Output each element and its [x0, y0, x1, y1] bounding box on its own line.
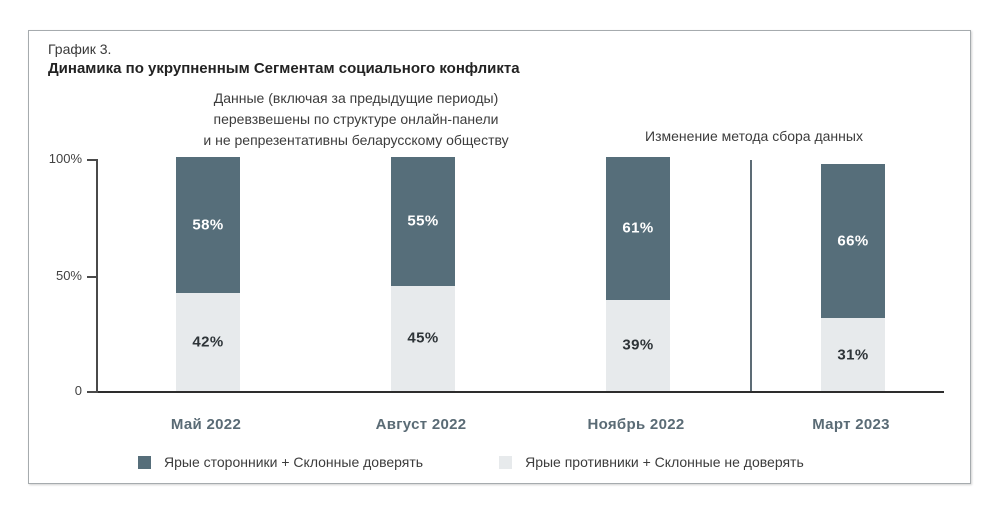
bar-segment: 55%	[391, 157, 455, 286]
method-change-note: Изменение метода сбора данных	[645, 128, 863, 144]
bar-segment: 31%	[821, 318, 885, 391]
legend-swatch	[499, 455, 513, 469]
bar-segment: 61%	[606, 157, 670, 300]
y-tick-mark	[87, 276, 98, 278]
weighting-note-line: Данные (включая за предыдущие периоды)	[213, 90, 499, 106]
chart-header: График 3. Динамика по укрупненным Сегмен…	[48, 40, 520, 79]
bar-value-label: 58%	[192, 216, 224, 234]
method-change-separator-line	[750, 160, 752, 391]
bar-segment: 58%	[176, 157, 240, 293]
chart-kicker: График 3.	[48, 41, 112, 57]
legend-item: Ярые противники + Склонные не доверять	[499, 454, 804, 470]
y-tick-mark	[87, 159, 98, 161]
bar-segment: 39%	[606, 299, 670, 391]
bar-value-label: 39%	[622, 336, 654, 354]
legend-swatch	[138, 455, 151, 469]
chart-frame: График 3. Динамика по укрупненным Сегмен…	[28, 30, 971, 484]
bar-value-label: 45%	[407, 329, 439, 347]
y-tick-label: 50%	[55, 268, 82, 283]
bar-value-label: 66%	[837, 232, 869, 250]
y-tick-label: 100%	[48, 151, 82, 166]
bar-Май 2022: 42% 58%	[176, 157, 240, 391]
bar-segment: 42%	[176, 292, 240, 391]
chart-title: Динамика по укрупненным Сегментам социал…	[48, 59, 520, 77]
bar-value-label: 42%	[192, 333, 224, 351]
legend-label: Ярые сторонники + Склонные доверять	[164, 454, 424, 470]
bar-Март 2023: 31% 66%	[821, 164, 885, 391]
bar-value-label: 61%	[622, 219, 654, 237]
weighting-note-line: и не репрезентативны беларусскому общест…	[203, 132, 509, 148]
weighting-note: Данные (включая за предыдущие периоды) п…	[141, 88, 571, 151]
bar-value-label: 55%	[407, 212, 439, 230]
legend-item: Ярые сторонники + Склонные доверять	[138, 454, 423, 470]
y-tick-mark	[87, 391, 98, 393]
x-axis-labels: Май 2022 Август 2022 Ноябрь 2022 Март 2023	[96, 416, 944, 440]
x-axis-label: Май 2022	[170, 416, 242, 433]
plot-area: 100% 50% 0 42% 58% 45% 55% 39% 61% 31% 66%	[49, 151, 944, 398]
bar-Август 2022: 45% 55%	[391, 157, 455, 391]
x-axis-label: Март 2023	[812, 416, 890, 433]
legend-label: Ярые противники + Склонные не доверять	[525, 454, 804, 470]
legend: Ярые сторонники + Склонные доверять Ярые …	[138, 454, 804, 470]
weighting-note-line: перевзвешены по структуре онлайн-панели	[213, 111, 499, 127]
y-tick-label: 0	[74, 383, 82, 398]
bar-segment: 66%	[821, 164, 885, 319]
bar-segment: 45%	[391, 285, 455, 391]
x-axis-label: Август 2022	[375, 416, 467, 433]
bar-Ноябрь 2022: 39% 61%	[606, 157, 670, 391]
x-axis-label: Ноябрь 2022	[587, 416, 685, 433]
bar-value-label: 31%	[837, 346, 869, 364]
